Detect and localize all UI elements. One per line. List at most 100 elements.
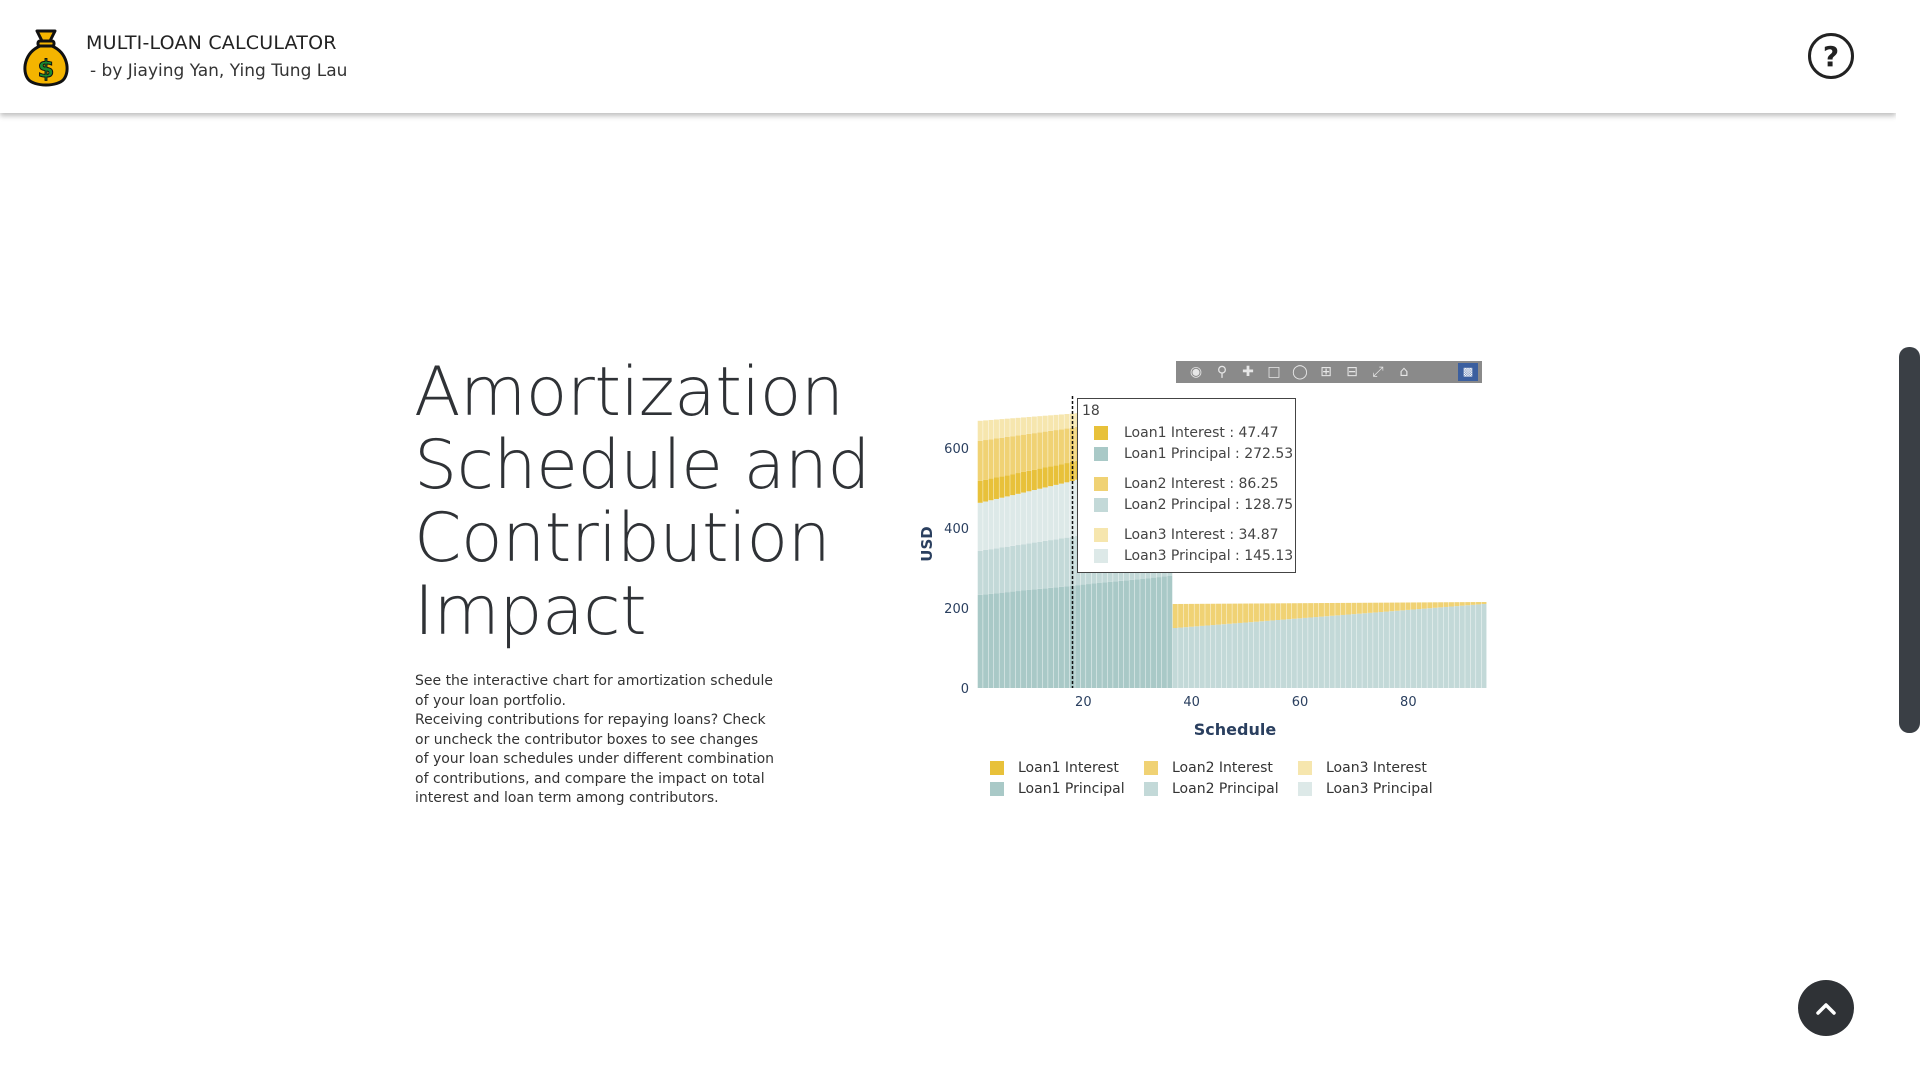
bar-tail-principal-93[interactable]	[1476, 604, 1482, 688]
bar-tail-interest-56[interactable]	[1275, 603, 1281, 620]
bar-loan1-interest-17[interactable]	[1064, 463, 1070, 483]
bar-tail-principal-39[interactable]	[1183, 627, 1189, 688]
bar-tail-interest-45[interactable]	[1216, 603, 1222, 625]
bar-tail-interest-41[interactable]	[1194, 603, 1200, 627]
bar-tail-principal-63[interactable]	[1313, 617, 1319, 688]
bar-tail-principal-83[interactable]	[1421, 608, 1427, 688]
bar-loan3-principal-6[interactable]	[1004, 496, 1010, 547]
bar-loan1-interest-8[interactable]	[1015, 473, 1021, 494]
bar-loan2-principal-1[interactable]	[977, 550, 983, 595]
bar-tail-interest-68[interactable]	[1340, 602, 1346, 615]
bar-loan2-interest-4[interactable]	[993, 438, 999, 478]
bar-loan1-principal-19[interactable]	[1075, 585, 1081, 688]
bar-tail-interest-93[interactable]	[1476, 602, 1482, 605]
bar-loan3-principal-10[interactable]	[1026, 491, 1032, 544]
bar-tail-interest-39[interactable]	[1183, 603, 1189, 628]
bar-loan1-principal-11[interactable]	[1031, 589, 1037, 688]
bar-loan2-principal-13[interactable]	[1042, 540, 1048, 589]
bar-tail-principal-89[interactable]	[1454, 606, 1460, 688]
bar-loan1-principal-29[interactable]	[1129, 579, 1135, 688]
bar-tail-principal-55[interactable]	[1270, 620, 1276, 688]
bar-loan2-interest-14[interactable]	[1048, 430, 1054, 467]
bar-loan2-principal-12[interactable]	[1037, 541, 1043, 589]
bar-tail-interest-75[interactable]	[1378, 602, 1384, 612]
bar-loan2-interest-9[interactable]	[1021, 434, 1027, 472]
bar-loan2-interest-1[interactable]	[977, 440, 983, 481]
help-button[interactable]: ?	[1808, 33, 1854, 79]
bar-loan1-principal-7[interactable]	[1010, 591, 1016, 688]
bar-loan3-principal-4[interactable]	[993, 498, 999, 549]
bar-tail-interest-58[interactable]	[1286, 603, 1292, 620]
bar-tail-principal-82[interactable]	[1416, 609, 1422, 688]
bar-tail-interest-70[interactable]	[1351, 602, 1357, 615]
bar-loan2-interest-2[interactable]	[983, 440, 989, 480]
bar-loan3-interest-12[interactable]	[1037, 416, 1043, 433]
bar-loan2-interest-7[interactable]	[1010, 436, 1016, 475]
bar-tail-principal-38[interactable]	[1178, 627, 1184, 688]
bar-loan1-principal-17[interactable]	[1064, 586, 1070, 688]
bar-loan2-principal-9[interactable]	[1021, 544, 1027, 591]
bar-tail-interest-48[interactable]	[1232, 603, 1238, 624]
bar-tail-principal-49[interactable]	[1237, 622, 1243, 688]
bar-tail-principal-86[interactable]	[1438, 607, 1444, 688]
bar-tail-principal-56[interactable]	[1275, 620, 1281, 688]
bar-loan1-interest-3[interactable]	[988, 478, 994, 501]
bar-tail-principal-51[interactable]	[1248, 622, 1254, 688]
bar-loan1-interest-15[interactable]	[1053, 465, 1059, 485]
bar-loan3-principal-13[interactable]	[1042, 487, 1048, 541]
bar-loan1-principal-28[interactable]	[1123, 580, 1129, 688]
bar-loan3-interest-16[interactable]	[1058, 414, 1064, 430]
bar-loan1-principal-32[interactable]	[1145, 578, 1151, 688]
bar-tail-interest-71[interactable]	[1356, 602, 1362, 614]
bar-loan3-interest-14[interactable]	[1048, 415, 1054, 431]
bar-tail-principal-53[interactable]	[1259, 621, 1265, 688]
bar-tail-interest-52[interactable]	[1253, 603, 1259, 622]
autoscale-icon[interactable]: ⤢	[1372, 364, 1384, 380]
bar-tail-principal-40[interactable]	[1188, 626, 1194, 688]
bar-loan1-principal-3[interactable]	[988, 593, 994, 688]
bar-loan3-interest-11[interactable]	[1031, 416, 1037, 434]
bar-tail-interest-67[interactable]	[1335, 602, 1341, 616]
bar-tail-interest-83[interactable]	[1421, 602, 1427, 609]
plotly-logo-icon[interactable]: ▩	[1458, 363, 1478, 381]
bar-loan1-interest-16[interactable]	[1058, 464, 1064, 484]
bar-loan1-principal-2[interactable]	[983, 594, 989, 688]
bar-loan1-principal-9[interactable]	[1021, 590, 1027, 688]
bar-tail-principal-45[interactable]	[1216, 624, 1222, 688]
bar-tail-interest-55[interactable]	[1270, 603, 1276, 621]
bar-loan1-principal-25[interactable]	[1107, 581, 1113, 688]
bar-loan2-interest-16[interactable]	[1058, 429, 1064, 465]
bar-loan1-principal-34[interactable]	[1156, 577, 1162, 688]
legend-item-loan3-interest[interactable]: Loan3 Interest	[1298, 760, 1427, 776]
bar-loan3-principal-14[interactable]	[1048, 486, 1054, 541]
bar-tail-principal-58[interactable]	[1286, 619, 1292, 688]
bar-tail-interest-37[interactable]	[1172, 604, 1178, 628]
bar-tail-interest-42[interactable]	[1199, 603, 1205, 626]
bar-loan3-interest-15[interactable]	[1053, 414, 1059, 431]
bar-loan1-principal-8[interactable]	[1015, 591, 1021, 688]
bar-loan1-principal-23[interactable]	[1096, 582, 1102, 688]
bar-tail-principal-79[interactable]	[1400, 610, 1406, 688]
bar-loan1-interest-12[interactable]	[1037, 468, 1043, 489]
bar-loan2-interest-12[interactable]	[1037, 432, 1043, 469]
bar-tail-principal-42[interactable]	[1199, 625, 1205, 688]
bar-tail-interest-78[interactable]	[1394, 602, 1400, 611]
bar-tail-principal-81[interactable]	[1411, 609, 1417, 688]
bar-loan2-principal-14[interactable]	[1048, 540, 1054, 588]
bar-tail-principal-57[interactable]	[1281, 619, 1287, 688]
bar-loan1-interest-11[interactable]	[1031, 469, 1037, 490]
bar-tail-principal-60[interactable]	[1297, 618, 1303, 688]
bar-loan1-interest-2[interactable]	[983, 479, 989, 502]
bar-loan2-principal-11[interactable]	[1031, 542, 1037, 590]
bar-loan1-interest-6[interactable]	[1004, 475, 1010, 497]
bar-loan2-principal-16[interactable]	[1058, 538, 1064, 587]
bar-loan3-interest-3[interactable]	[988, 419, 994, 440]
bar-loan2-interest-17[interactable]	[1064, 428, 1070, 464]
bar-loan1-principal-27[interactable]	[1118, 580, 1124, 688]
bar-loan3-interest-6[interactable]	[1004, 418, 1010, 437]
bar-loan3-interest-8[interactable]	[1015, 417, 1021, 436]
bar-tail-interest-86[interactable]	[1438, 602, 1444, 608]
bar-tail-interest-51[interactable]	[1248, 603, 1254, 623]
bar-tail-interest-87[interactable]	[1443, 602, 1449, 607]
bar-tail-principal-80[interactable]	[1405, 609, 1411, 688]
